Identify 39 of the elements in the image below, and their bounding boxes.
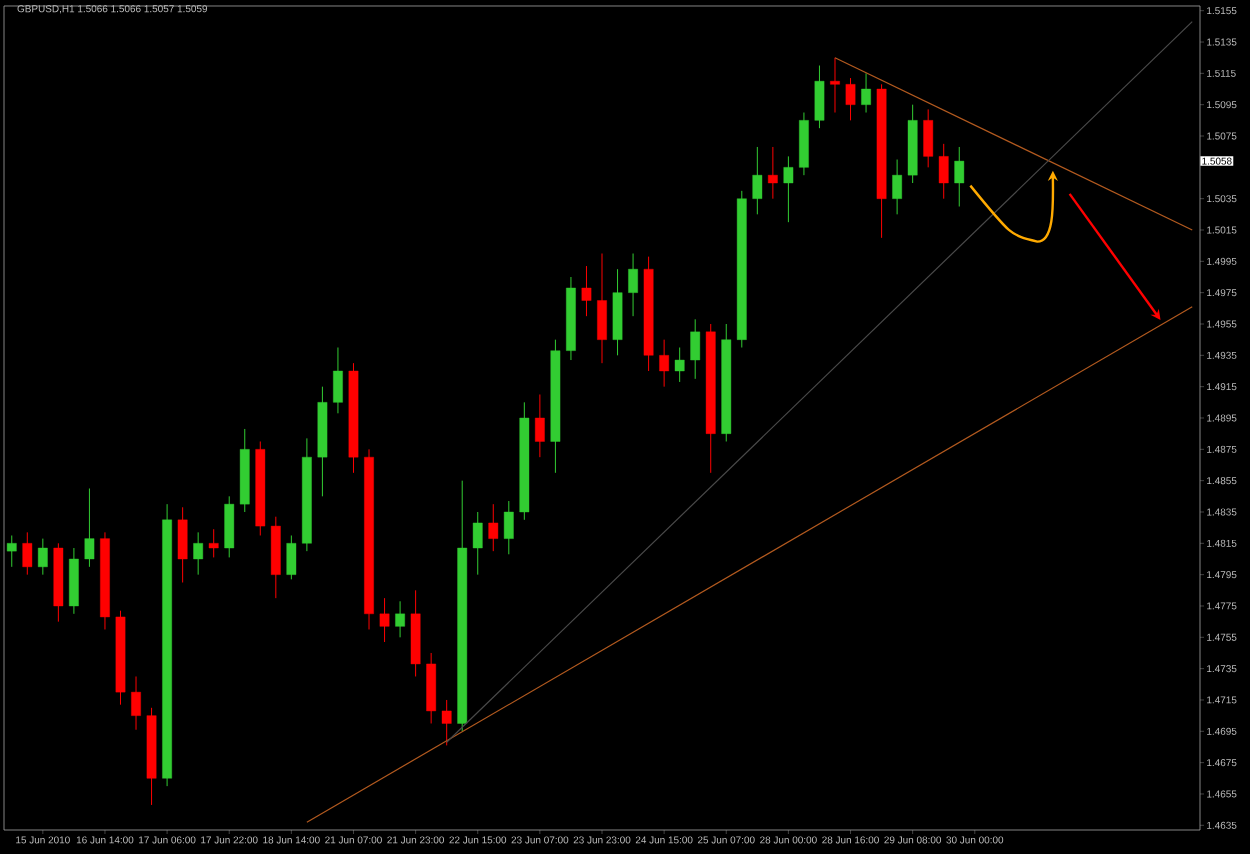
candlestick xyxy=(379,597,390,643)
candlestick xyxy=(503,500,514,555)
candlestick xyxy=(830,57,840,114)
candlestick xyxy=(84,487,95,568)
candlestick xyxy=(861,72,871,114)
candlestick xyxy=(938,143,949,200)
candlestick xyxy=(22,531,33,576)
candlestick xyxy=(674,347,685,383)
candlestick xyxy=(193,531,204,576)
candlestick xyxy=(752,146,763,215)
candlestick xyxy=(69,547,79,615)
candlestick xyxy=(597,253,607,364)
candlestick xyxy=(37,538,48,576)
candlestick xyxy=(954,146,965,208)
candlestick xyxy=(923,108,934,168)
candlestick xyxy=(814,65,825,129)
candlestick xyxy=(286,534,297,580)
candlestick xyxy=(441,699,452,746)
candlestick xyxy=(535,393,545,458)
candlestick xyxy=(799,112,809,176)
candlestick xyxy=(892,159,902,215)
candlestick xyxy=(6,534,17,568)
candlestick xyxy=(177,506,188,583)
candlestick xyxy=(333,347,343,414)
candlestick xyxy=(131,675,141,731)
candlestick xyxy=(488,503,499,552)
candlestick xyxy=(426,652,436,724)
candlestick xyxy=(628,253,638,317)
candlestick xyxy=(472,511,483,576)
candlestick xyxy=(581,265,592,317)
candlestick xyxy=(690,318,701,380)
candlestick xyxy=(659,339,669,388)
candlestick xyxy=(395,600,405,638)
candlestick xyxy=(768,146,778,200)
candlestick xyxy=(612,268,623,356)
candlestick xyxy=(845,77,856,121)
candlestick xyxy=(208,528,219,558)
candlestick xyxy=(783,155,794,223)
candlestick xyxy=(224,495,235,558)
